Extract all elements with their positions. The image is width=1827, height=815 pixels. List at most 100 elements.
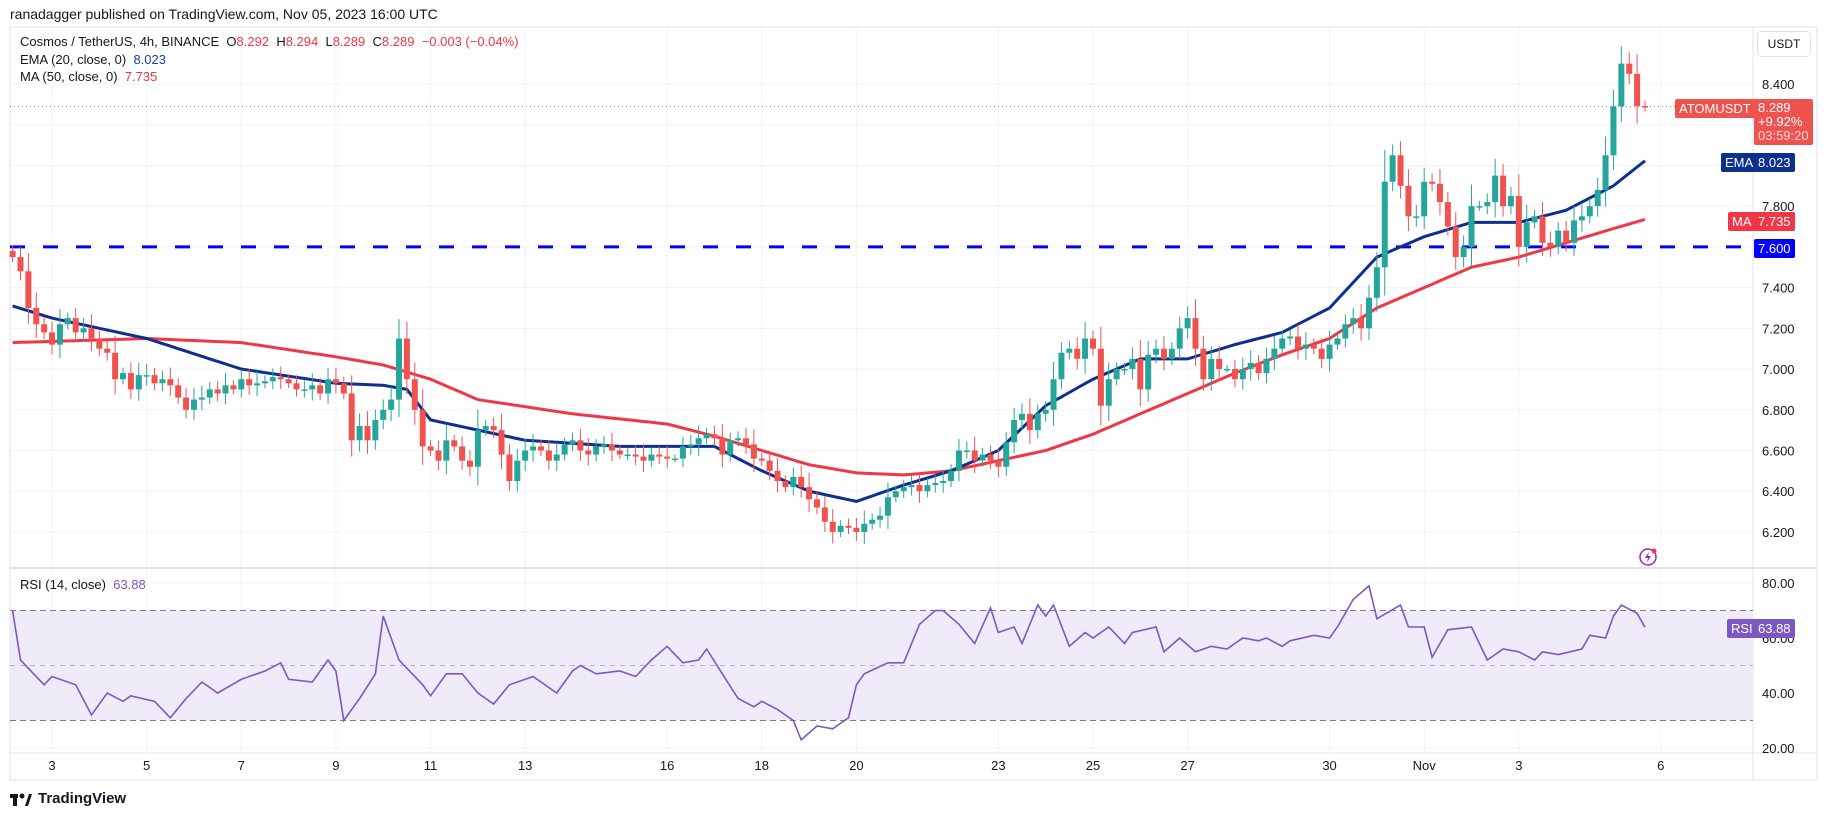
candle: [1547, 231, 1554, 257]
candle-body: [190, 399, 197, 410]
candle-body: [821, 507, 828, 522]
flash-icon: [1639, 548, 1657, 566]
rsi-legend[interactable]: RSI (14, close) 63.88: [20, 577, 146, 592]
candle: [1460, 235, 1467, 268]
candle-body: [1594, 189, 1601, 207]
candle-body: [1247, 362, 1254, 370]
candle-body: [175, 385, 182, 398]
candle: [1019, 403, 1026, 430]
candle: [64, 312, 71, 330]
candle-body: [845, 525, 852, 528]
candle-body: [183, 397, 190, 410]
candle: [995, 448, 1002, 478]
symbol-title: Cosmos / TetherUS, 4h, BINANCE: [20, 34, 220, 49]
candle-body: [987, 454, 994, 461]
candle: [806, 472, 813, 513]
candle-body: [1642, 105, 1648, 108]
candle-body: [151, 375, 158, 384]
candle: [1515, 174, 1522, 267]
candle: [1578, 203, 1585, 232]
candle-body: [837, 525, 844, 532]
candle: [443, 425, 450, 475]
candle-body: [1563, 230, 1570, 243]
tradingview-logo-icon: [10, 793, 32, 806]
candle: [1523, 204, 1530, 263]
candle-body: [206, 389, 213, 398]
candle-body: [632, 454, 639, 457]
candle: [372, 409, 379, 450]
candle-body: [506, 454, 513, 482]
candle-body: [1500, 175, 1507, 207]
candle: [1042, 401, 1049, 422]
candle-body: [585, 450, 592, 455]
candle: [1421, 167, 1428, 229]
candle-body: [104, 348, 111, 353]
candle: [1192, 299, 1199, 366]
candle: [963, 441, 970, 459]
candle: [396, 319, 403, 417]
tradingview-logo[interactable]: TradingView: [10, 790, 126, 807]
candle-body: [1287, 336, 1294, 339]
candle: [790, 467, 797, 496]
candle: [364, 411, 371, 454]
candle-body: [1326, 344, 1333, 359]
candle: [861, 510, 868, 545]
candle: [1279, 331, 1286, 355]
candle: [1003, 432, 1010, 476]
candle: [750, 429, 757, 473]
candle-body: [120, 373, 127, 380]
candle: [1334, 332, 1341, 350]
candle: [1365, 284, 1372, 340]
candle-body: [1302, 344, 1309, 349]
rsi-legend-value: 63.88: [113, 577, 146, 592]
high-label: H: [276, 34, 286, 49]
candle: [1255, 355, 1262, 381]
price-tick-label: 7.000: [1762, 362, 1795, 377]
candle: [727, 432, 734, 462]
candle: [277, 366, 284, 389]
candle-body: [1231, 369, 1238, 380]
candle: [1295, 324, 1302, 360]
candle: [1310, 338, 1317, 355]
candle-body: [135, 375, 142, 390]
candle-body: [601, 444, 608, 447]
candle: [687, 434, 694, 455]
candle-body: [916, 485, 923, 492]
candle: [104, 339, 111, 361]
candle-body: [1239, 369, 1246, 380]
ma-legend[interactable]: MA (50, close, 0) 7.735: [20, 69, 157, 84]
currency-button[interactable]: USDT: [1757, 31, 1811, 57]
rsi-tick-label: 80.00: [1762, 576, 1795, 591]
candle-body: [1334, 338, 1341, 345]
candle-body: [1571, 220, 1578, 243]
change-value: −0.003 (−0.04%): [421, 34, 519, 49]
candle: [656, 446, 663, 465]
candle: [88, 314, 95, 352]
candle: [1342, 314, 1349, 348]
candle-body: [1145, 354, 1152, 390]
close-label: C: [372, 34, 382, 49]
candle: [640, 444, 647, 472]
candle-body: [963, 450, 970, 452]
candle-body: [380, 409, 387, 420]
candle-body: [1089, 338, 1096, 349]
candle-body: [474, 430, 481, 467]
ema-legend-label: EMA (20, close, 0): [20, 52, 127, 67]
candle-body: [1365, 297, 1372, 329]
candle-body: [727, 440, 734, 455]
candle-body: [88, 328, 95, 339]
candle: [1381, 150, 1388, 296]
ema-legend[interactable]: EMA (20, close, 0) 8.023: [20, 52, 166, 67]
candle: [593, 439, 600, 462]
candle-body: [1011, 419, 1018, 443]
candle-body: [1618, 63, 1625, 107]
candle-body: [940, 481, 947, 484]
candle: [143, 363, 150, 386]
flash-icon-bolt: [1645, 552, 1651, 562]
candle-body: [159, 379, 166, 384]
candle-body: [798, 476, 805, 488]
candle: [1500, 163, 1507, 217]
time-tick-label: 9: [332, 758, 339, 773]
candle: [616, 445, 623, 460]
